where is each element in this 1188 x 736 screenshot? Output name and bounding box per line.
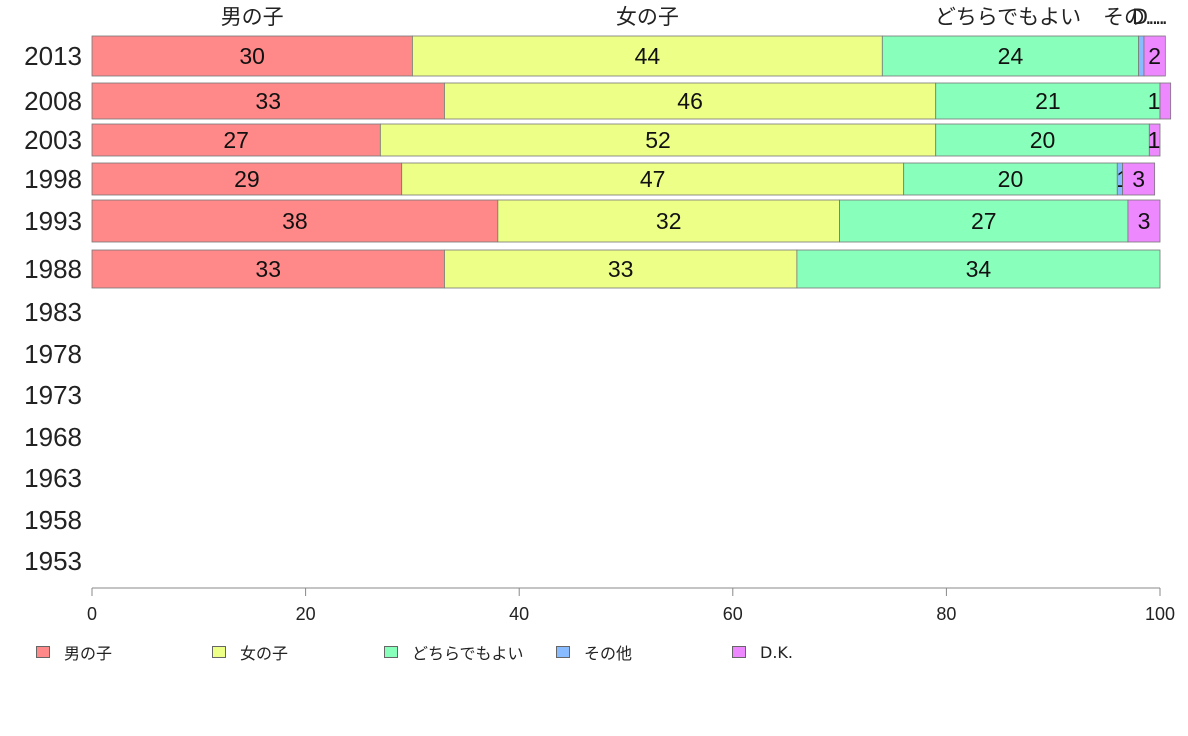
bar-segment (1122, 162, 1156, 196)
legend-swatch (732, 646, 746, 658)
bar-segment (1148, 123, 1161, 157)
data-label: 46 (677, 88, 703, 114)
legend-swatch (36, 646, 50, 658)
top-series-label: 女の子 (616, 5, 679, 29)
bar-segment (796, 249, 1161, 289)
data-label: 27 (971, 208, 997, 234)
x-tick-label: 100 (1145, 604, 1175, 624)
category-label: 2003 (24, 125, 82, 155)
legend-label: 男の子 (64, 644, 113, 663)
legend-item: どちらでもよい (384, 640, 524, 664)
bar-segment (444, 249, 798, 289)
category-label: 1968 (24, 422, 82, 452)
bar-segment (91, 35, 413, 77)
data-label: 47 (640, 166, 666, 192)
data-label: 32 (656, 208, 682, 234)
bar-segment (91, 82, 445, 120)
bar-segment (1138, 35, 1145, 77)
x-tick-label: 0 (87, 604, 97, 624)
top-series-label: 男の子 (221, 5, 284, 29)
bar-segment (1127, 199, 1161, 243)
bar-segment (839, 199, 1129, 243)
legend-label: その他 (584, 644, 633, 663)
legend-label: 女の子 (240, 644, 289, 663)
legend-swatch (212, 646, 226, 658)
bar-segment (91, 199, 499, 243)
x-tick-label: 40 (509, 604, 529, 624)
category-label: 1953 (24, 546, 82, 576)
data-label: 2 (1148, 43, 1161, 69)
bar-segment (91, 162, 403, 196)
category-label: 1998 (24, 164, 82, 194)
data-label: 38 (282, 208, 308, 234)
bar-segment (411, 35, 883, 77)
category-label: 1988 (24, 254, 82, 284)
top-series-label: D... (1132, 5, 1168, 29)
bar-segment (1143, 35, 1166, 77)
x-tick-label: 20 (296, 604, 316, 624)
category-label: 1983 (24, 297, 82, 327)
bar-segment (1159, 82, 1172, 120)
bar-segment (91, 123, 381, 157)
bar-segment (401, 162, 905, 196)
bar-segment (903, 162, 1118, 196)
data-label: 33 (255, 256, 281, 282)
data-label: 20 (998, 166, 1024, 192)
bar-segment (91, 249, 445, 289)
data-label: 33 (608, 256, 634, 282)
data-label: 44 (635, 43, 661, 69)
category-label: 1958 (24, 505, 82, 535)
data-label: 3 (1138, 208, 1151, 234)
bar-segment (379, 123, 937, 157)
bar-segment (935, 82, 1161, 120)
legend-item: D.K. (732, 640, 793, 664)
category-label: 2013 (24, 41, 82, 71)
data-label: 3 (1132, 166, 1145, 192)
data-label: 29 (234, 166, 260, 192)
data-label: 27 (223, 127, 249, 153)
bar-segment (935, 123, 1150, 157)
legend-label: D.K. (760, 642, 793, 662)
category-label: 1963 (24, 463, 82, 493)
data-label: 52 (645, 127, 671, 153)
x-tick-label: 80 (936, 604, 956, 624)
data-label: 1 (1148, 127, 1161, 153)
bar-segment (497, 199, 841, 243)
top-series-label: どちらでもよい (935, 5, 1081, 29)
category-label: 1978 (24, 339, 82, 369)
legend-swatch (556, 646, 570, 658)
category-label: 2008 (24, 86, 82, 116)
legend-swatch (384, 646, 398, 658)
data-label: 24 (998, 43, 1024, 69)
legend-label: どちらでもよい (412, 644, 524, 663)
data-label: 33 (255, 88, 281, 114)
top-series-label: その... (1103, 5, 1165, 29)
x-tick-label: 60 (723, 604, 743, 624)
category-label: 1973 (24, 380, 82, 410)
legend: 男の子 女の子 どちらでもよい その他 D.K. (36, 640, 1136, 664)
bar-segment (444, 82, 937, 120)
data-label: 21 (1035, 88, 1061, 114)
category-label: 1993 (24, 206, 82, 236)
legend-item: その他 (556, 640, 632, 664)
stacked-bar-chart: 男の子 女の子 どちらでもよい その...D...201320082003199819… (24, 5, 1175, 624)
data-label: 1 (1148, 88, 1161, 114)
bar-segment (881, 35, 1140, 77)
data-label: 30 (239, 43, 265, 69)
data-label: 34 (966, 256, 992, 282)
data-label: 20 (1030, 127, 1056, 153)
legend-item: 男の子 (36, 640, 112, 664)
legend-item: 女の子 (212, 640, 288, 664)
